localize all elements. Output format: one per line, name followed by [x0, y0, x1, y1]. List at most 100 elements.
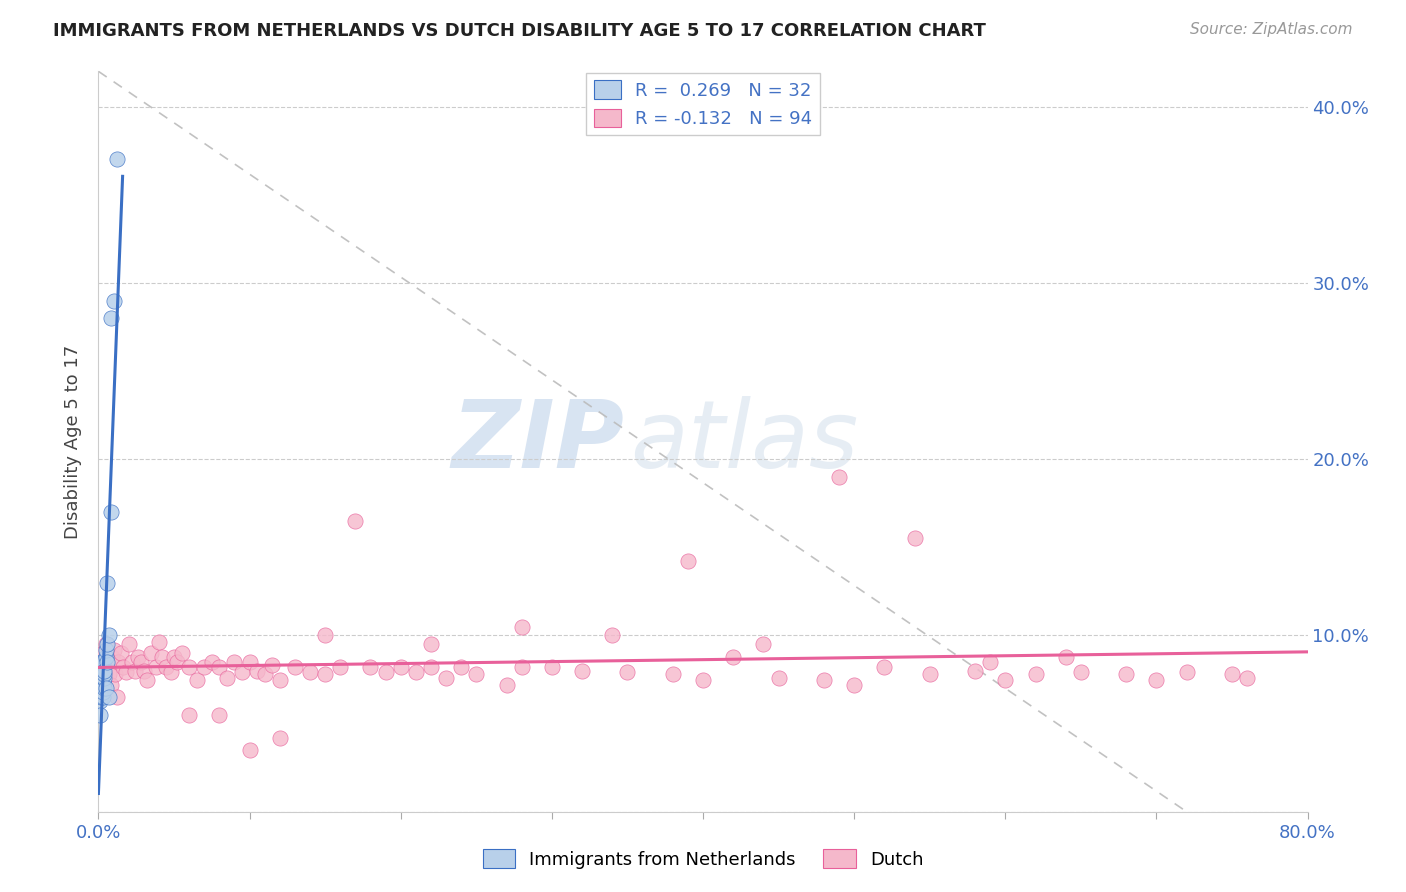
Point — [150, 649, 173, 664]
Point — [405, 665, 427, 680]
Point — [434, 671, 457, 685]
Point — [141, 646, 163, 660]
Point — [89, 664, 111, 678]
Point — [828, 470, 851, 484]
Point — [510, 619, 533, 633]
Point — [540, 660, 562, 674]
Point — [127, 649, 149, 664]
Point — [91, 646, 114, 660]
Point — [215, 671, 238, 685]
Point — [692, 673, 714, 687]
Point — [129, 655, 152, 669]
Point — [768, 671, 790, 685]
Point — [93, 681, 115, 696]
Point — [262, 658, 284, 673]
Point — [344, 514, 367, 528]
Y-axis label: Disability Age 5 to 17: Disability Age 5 to 17 — [65, 344, 83, 539]
Point — [135, 673, 157, 687]
Point — [145, 660, 167, 674]
Point — [1070, 665, 1092, 680]
Point — [121, 655, 143, 669]
Point — [111, 660, 134, 674]
Point — [105, 153, 128, 167]
Point — [239, 655, 262, 669]
Point — [93, 671, 115, 685]
Point — [994, 673, 1017, 687]
Point — [495, 678, 517, 692]
Point — [103, 293, 125, 308]
Point — [114, 665, 136, 680]
Point — [661, 667, 683, 681]
Point — [91, 690, 114, 705]
Point — [98, 690, 121, 705]
Point — [904, 532, 927, 546]
Point — [96, 655, 118, 669]
Point — [91, 685, 114, 699]
Point — [90, 660, 112, 674]
Point — [299, 665, 322, 680]
Point — [132, 664, 155, 678]
Point — [96, 575, 118, 590]
Point — [813, 673, 835, 687]
Point — [253, 667, 276, 681]
Point — [844, 678, 866, 692]
Point — [269, 673, 291, 687]
Point — [94, 642, 117, 657]
Point — [170, 646, 193, 660]
Point — [103, 642, 125, 657]
Point — [91, 678, 114, 692]
Point — [94, 649, 117, 664]
Point — [110, 646, 132, 660]
Text: ZIP: ZIP — [451, 395, 624, 488]
Point — [420, 660, 443, 674]
Point — [208, 660, 231, 674]
Point — [91, 664, 114, 678]
Point — [1236, 671, 1258, 685]
Text: IMMIGRANTS FROM NETHERLANDS VS DUTCH DISABILITY AGE 5 TO 17 CORRELATION CHART: IMMIGRANTS FROM NETHERLANDS VS DUTCH DIS… — [53, 22, 986, 40]
Point — [89, 694, 111, 708]
Point — [91, 655, 114, 669]
Point — [90, 690, 112, 705]
Point — [90, 674, 112, 689]
Point — [224, 655, 246, 669]
Point — [160, 665, 183, 680]
Point — [965, 664, 987, 678]
Text: Source: ZipAtlas.com: Source: ZipAtlas.com — [1189, 22, 1353, 37]
Point — [676, 554, 699, 568]
Point — [90, 683, 112, 698]
Point — [420, 637, 443, 651]
Legend: R =  0.269   N = 32, R = -0.132   N = 94: R = 0.269 N = 32, R = -0.132 N = 94 — [586, 73, 820, 136]
Point — [873, 660, 896, 674]
Point — [93, 664, 115, 678]
Point — [193, 660, 215, 674]
Point — [89, 660, 111, 674]
Point — [100, 678, 122, 692]
Point — [1054, 649, 1077, 664]
Point — [186, 673, 208, 687]
Point — [90, 655, 112, 669]
Point — [89, 707, 111, 722]
Point — [314, 628, 336, 642]
Point — [239, 743, 262, 757]
Point — [602, 628, 624, 642]
Point — [90, 673, 112, 687]
Point — [89, 673, 111, 687]
Point — [100, 505, 122, 519]
Point — [360, 660, 382, 674]
Point — [201, 655, 224, 669]
Point — [246, 664, 269, 678]
Point — [510, 660, 533, 674]
Point — [723, 649, 745, 664]
Point — [1144, 673, 1167, 687]
Point — [269, 731, 291, 745]
Point — [105, 690, 128, 705]
Point — [100, 311, 122, 326]
Point — [96, 637, 118, 651]
Point — [107, 655, 129, 669]
Point — [979, 655, 1001, 669]
Point — [104, 667, 127, 681]
Point — [98, 667, 121, 681]
Point — [93, 667, 115, 681]
Point — [93, 660, 115, 674]
Point — [1175, 665, 1198, 680]
